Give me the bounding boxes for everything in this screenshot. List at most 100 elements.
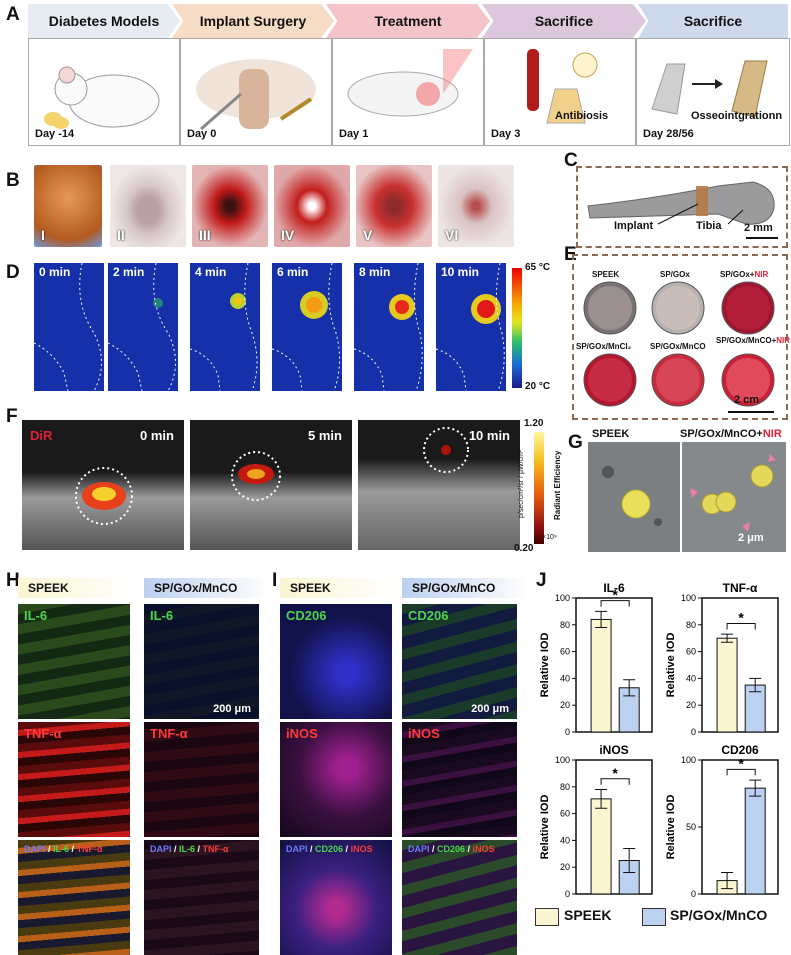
panel-label-j: J: [536, 570, 547, 591]
colorbar-min-label: 0.20: [514, 543, 534, 554]
y-tick-label: 80: [686, 620, 696, 630]
time-label: 0 min: [140, 428, 174, 443]
error-bar: [721, 872, 734, 890]
surgery-photo-3: III: [192, 165, 268, 247]
bar-chart-3: * 0 20 40 60 80 100 iNOS Relative IOD: [536, 742, 658, 902]
error-bar: [749, 677, 762, 693]
legend-swatch-speek: [535, 908, 559, 926]
stain-label: IL-6: [150, 608, 174, 623]
group-name: SP/GOx/MnCO: [154, 581, 238, 595]
colorbar-max-label: 65 °C: [525, 262, 551, 273]
separator: /: [343, 844, 351, 854]
plate-label-text: SP/GOx/MnCl₂: [576, 342, 632, 351]
separator: /: [429, 844, 438, 854]
stain-label: iNOS: [408, 726, 440, 741]
time-label: 8 min: [359, 265, 391, 279]
scale-bar-label: 2 μm: [738, 532, 764, 544]
chart-title: CD206: [721, 743, 759, 757]
group-header-mnco: SP/GOx/MnCO: [144, 578, 269, 598]
stage-sacrifice-early: Sacrifice: [482, 4, 646, 38]
nir-label: NIR: [762, 428, 782, 440]
dye-label: DiR: [30, 428, 53, 443]
group-header-speek: SPEEK: [280, 578, 400, 598]
colorbar-units: p/sec/cm²/sr / μW/cm²: [518, 449, 525, 518]
error-bar: [721, 633, 734, 643]
colorbar-min-label: 20 °C: [525, 381, 551, 392]
colorbar-title: Radiant Efficiency: [553, 450, 562, 520]
significance-bracket: [726, 622, 756, 630]
cd206-label: CD206: [437, 844, 466, 854]
surgery-illustration: [196, 59, 316, 131]
if-h-mnco-il6: IL-6 200 μm: [144, 604, 259, 719]
chart-title: iNOS: [599, 743, 628, 757]
sem-label-main: SP/GOx/MnCO+: [680, 428, 763, 440]
y-tick-label: 20: [686, 700, 696, 710]
panel-label-d: D: [6, 262, 20, 283]
panel-label-c: C: [564, 150, 578, 171]
antibiosis-label: Antibiosis: [555, 110, 609, 122]
error-bar: [749, 779, 762, 797]
fluorescence-image-5: 5 min: [190, 420, 352, 550]
time-label: 6 min: [277, 265, 309, 279]
day-label: Day 0: [187, 128, 217, 140]
time-label: 5 min: [308, 428, 342, 443]
if-i-speek-merge: DAPI / CD206 / iNOS: [280, 840, 392, 955]
inos-label: iNOS: [472, 844, 495, 854]
plate-label-text: SP/GOx/MnCO: [650, 342, 706, 351]
panel-label-h: H: [6, 570, 20, 591]
chart-svg: * 0 50 100 CD206 Relative IOD: [665, 743, 779, 899]
stain-label: IL-6: [24, 608, 48, 623]
sem-label-speek: SPEEK: [592, 428, 630, 440]
dapi-label: DAPI: [24, 844, 46, 854]
stage-title: Treatment: [374, 13, 442, 29]
if-i-mnco-merge: DAPI / CD206 / iNOS: [402, 840, 517, 955]
step-label: VI: [445, 227, 459, 243]
significance-star: *: [612, 587, 618, 603]
time-label: 2 min: [113, 265, 145, 279]
stage-box-2: Day 0: [180, 38, 332, 146]
y-tick-label: 100: [555, 593, 570, 603]
y-tick-label: 40: [686, 673, 696, 683]
if-i-speek-cd206: CD206: [280, 604, 392, 719]
stage-box-1: Day -14: [28, 38, 180, 146]
stage-title: Sacrifice: [683, 13, 743, 29]
separator: /: [69, 844, 77, 854]
legend-swatch-mnco: [642, 908, 666, 926]
y-tick-label: 60: [560, 647, 570, 657]
plot-frame: [575, 597, 653, 733]
if-h-speek-merge: DAPI / IL-6 / TNF-α: [18, 840, 130, 955]
osseointegration-label: Osseointgrationn: [691, 110, 783, 122]
y-axis-label: Relative IOD: [665, 633, 677, 698]
surgery-photo-4: IV: [274, 165, 350, 247]
bar-speek: [716, 637, 738, 733]
stage-diabetes-models: Diabetes Models: [28, 4, 180, 38]
plate-label-text: SP/GOx+: [720, 270, 755, 279]
separator: /: [45, 844, 54, 854]
y-tick-label: 100: [681, 593, 696, 603]
chart-title: TNF-α: [723, 581, 758, 595]
plate-label-mncl2: SP/GOx/MnCl₂: [576, 342, 631, 351]
y-tick-label: 100: [681, 755, 696, 765]
y-axis-label: Relative IOD: [539, 795, 551, 860]
legend-label-mnco: SP/GOx/MnCO: [670, 907, 768, 923]
il6-label: IL-6: [53, 844, 70, 854]
step-label: II: [117, 227, 125, 243]
separator: /: [465, 844, 473, 854]
fluorescence-colorbar: [534, 432, 544, 544]
step-label: I: [41, 227, 45, 243]
group-header-mnco: SP/GOx/MnCO: [402, 578, 527, 598]
implant-label: Implant: [614, 220, 654, 232]
time-label: 4 min: [195, 265, 227, 279]
stage-box-3: Day 1: [332, 38, 484, 146]
merge-label: DAPI / CD206 / iNOS: [286, 844, 373, 854]
il6-label: IL-6: [179, 844, 196, 854]
y-tick-label: 100: [555, 755, 570, 765]
y-tick-label: 20: [560, 862, 570, 872]
plot-frame: [701, 597, 779, 733]
thermal-image-6: 6 min: [272, 263, 342, 391]
if-h-mnco-tnfa: TNF-α: [144, 722, 259, 837]
panel-label-g: G: [568, 432, 583, 453]
tnfa-label: TNF-α: [202, 844, 229, 854]
group-name: SP/GOx/MnCO: [412, 581, 496, 595]
stain-label: TNF-α: [24, 726, 62, 741]
